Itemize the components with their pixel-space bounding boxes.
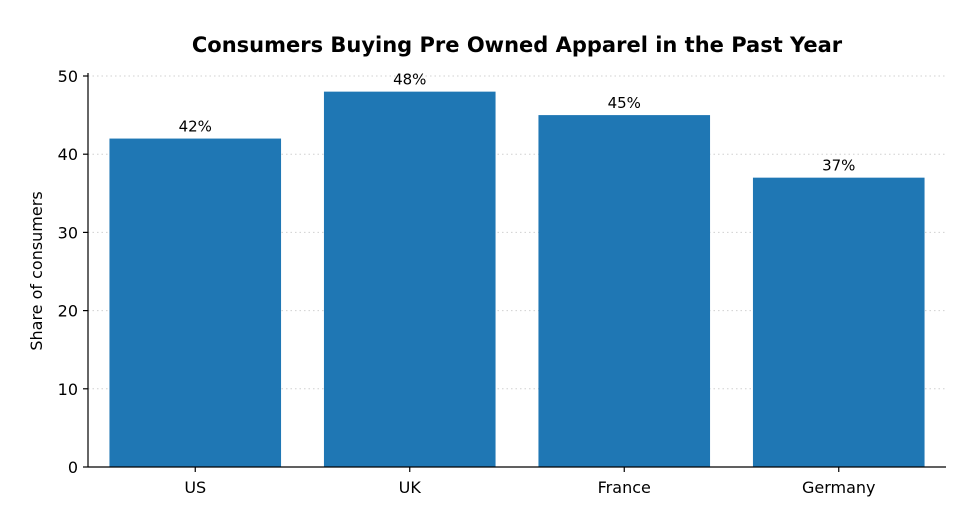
chart-title: Consumers Buying Pre Owned Apparel in th… [192,33,843,57]
bar-us [109,138,282,467]
bar-uk [323,91,496,467]
data-label-france: 45% [608,94,641,112]
y-tick-label: 0 [68,458,78,477]
y-axis-label: Share of consumers [27,191,46,350]
data-label-us: 42% [179,118,212,136]
x-tick-label: France [598,478,651,497]
y-tick-label: 30 [58,223,78,242]
y-tick-label: 10 [58,380,78,399]
y-tick-label: 40 [58,145,78,164]
data-label-uk: 48% [393,71,426,89]
bars [109,91,925,467]
y-axis-ticks: 0 10 20 30 40 50 [58,67,88,477]
gridlines [88,75,946,390]
bar-france [538,115,711,467]
y-tick-label: 20 [58,302,78,321]
x-axis-ticks: US UK France Germany [184,467,876,497]
data-label-germany: 37% [822,157,855,175]
bar-germany [752,177,925,467]
x-tick-label: UK [399,478,422,497]
x-tick-label: US [184,478,206,497]
data-labels: 42% 48% 45% 37% [179,71,856,175]
y-tick-label: 50 [58,67,78,86]
x-tick-label: Germany [802,478,876,497]
